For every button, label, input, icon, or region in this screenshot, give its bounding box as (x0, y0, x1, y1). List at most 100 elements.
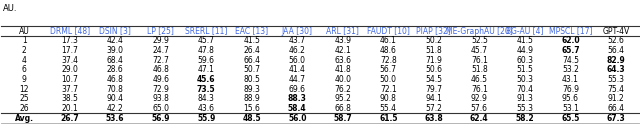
Text: 75.4: 75.4 (607, 85, 625, 94)
Text: 68.4: 68.4 (107, 56, 124, 65)
Text: 67.3: 67.3 (607, 114, 625, 123)
Text: 48.5: 48.5 (243, 114, 261, 123)
Text: ARL [31]: ARL [31] (326, 27, 359, 36)
Text: 1: 1 (22, 36, 26, 45)
Text: 53.2: 53.2 (562, 65, 579, 74)
Text: 91.3: 91.3 (516, 94, 533, 103)
Text: 45.7: 45.7 (198, 36, 214, 45)
Text: 50.7: 50.7 (243, 65, 260, 74)
Text: 79.7: 79.7 (426, 85, 442, 94)
Text: 42.1: 42.1 (334, 46, 351, 55)
Text: 15.6: 15.6 (243, 104, 260, 113)
Text: 65.5: 65.5 (561, 114, 580, 123)
Text: 6: 6 (22, 65, 27, 74)
Text: 57.6: 57.6 (471, 104, 488, 113)
Text: 71.9: 71.9 (426, 56, 442, 65)
Text: AU: AU (19, 27, 29, 36)
Text: 61.5: 61.5 (379, 114, 397, 123)
Text: JAA [30]: JAA [30] (282, 27, 313, 36)
Text: 52.5: 52.5 (471, 36, 488, 45)
Text: 72.7: 72.7 (152, 56, 169, 65)
Text: 39.0: 39.0 (107, 46, 124, 55)
Text: 28.6: 28.6 (107, 65, 124, 74)
Text: 56.0: 56.0 (289, 56, 306, 65)
Text: 55.9: 55.9 (197, 114, 216, 123)
Text: 37.7: 37.7 (61, 85, 78, 94)
Text: 45.7: 45.7 (471, 46, 488, 55)
Text: 56.9: 56.9 (152, 114, 170, 123)
Text: 38.5: 38.5 (61, 94, 78, 103)
Text: 53.1: 53.1 (562, 104, 579, 113)
Text: 92.9: 92.9 (471, 94, 488, 103)
Text: 59.6: 59.6 (198, 56, 214, 65)
Text: 95.2: 95.2 (334, 94, 351, 103)
Text: 55.3: 55.3 (607, 75, 625, 84)
Text: 93.8: 93.8 (152, 94, 169, 103)
Text: 76.9: 76.9 (562, 85, 579, 94)
Text: 47.1: 47.1 (198, 65, 214, 74)
Text: 9: 9 (22, 75, 27, 84)
Text: ME-GraphAU [20]: ME-GraphAU [20] (446, 27, 513, 36)
Text: 54.5: 54.5 (426, 75, 442, 84)
Text: 43.9: 43.9 (334, 36, 351, 45)
Text: FAUDT [10]: FAUDT [10] (367, 27, 410, 36)
Text: 82.9: 82.9 (607, 56, 625, 65)
Text: Avg.: Avg. (15, 114, 34, 123)
Text: GPT-4V: GPT-4V (602, 27, 630, 36)
Text: LP [25]: LP [25] (147, 27, 174, 36)
Text: 46.5: 46.5 (471, 75, 488, 84)
Text: 46.8: 46.8 (152, 65, 169, 74)
Text: 69.6: 69.6 (289, 85, 306, 94)
Text: 90.4: 90.4 (107, 94, 124, 103)
Text: 50.6: 50.6 (426, 65, 442, 74)
Text: 2: 2 (22, 46, 26, 55)
Text: 72.8: 72.8 (380, 56, 397, 65)
Text: 74.5: 74.5 (562, 56, 579, 65)
Text: 80.5: 80.5 (243, 75, 260, 84)
Text: 29.9: 29.9 (152, 36, 169, 45)
Text: 72.9: 72.9 (152, 85, 169, 94)
Text: 66.4: 66.4 (607, 104, 625, 113)
Text: 50.3: 50.3 (516, 75, 533, 84)
Text: 51.8: 51.8 (426, 46, 442, 55)
Text: 57.2: 57.2 (426, 104, 442, 113)
Text: 41.4: 41.4 (289, 65, 306, 74)
Text: 72.1: 72.1 (380, 85, 397, 94)
Text: DSIN [3]: DSIN [3] (99, 27, 131, 36)
Text: 58.2: 58.2 (515, 114, 534, 123)
Text: 41.5: 41.5 (243, 36, 260, 45)
Text: 56.7: 56.7 (380, 65, 397, 74)
Text: 90.8: 90.8 (380, 94, 397, 103)
Text: 50.0: 50.0 (380, 75, 397, 84)
Text: 43.6: 43.6 (198, 104, 214, 113)
Text: 94.1: 94.1 (426, 94, 442, 103)
Text: 76.2: 76.2 (334, 85, 351, 94)
Text: 58.4: 58.4 (288, 104, 307, 113)
Text: 49.6: 49.6 (152, 75, 169, 84)
Text: MPSCL [17]: MPSCL [17] (548, 27, 592, 36)
Text: 46.1: 46.1 (380, 36, 397, 45)
Text: 41.5: 41.5 (516, 36, 533, 45)
Text: 70.8: 70.8 (107, 85, 124, 94)
Text: 10.7: 10.7 (61, 75, 78, 84)
Text: 89.3: 89.3 (243, 85, 260, 94)
Text: 56.0: 56.0 (288, 114, 307, 123)
Text: 53.6: 53.6 (106, 114, 124, 123)
Text: 55.3: 55.3 (516, 104, 533, 113)
Text: 66.8: 66.8 (334, 104, 351, 113)
Text: BG-AU [4]: BG-AU [4] (506, 27, 543, 36)
Text: 51.5: 51.5 (516, 65, 533, 74)
Text: 65.0: 65.0 (152, 104, 169, 113)
Text: 44.9: 44.9 (516, 46, 533, 55)
Text: EAC [13]: EAC [13] (235, 27, 268, 36)
Text: 91.2: 91.2 (607, 94, 624, 103)
Text: 4: 4 (22, 56, 27, 65)
Text: 40.0: 40.0 (334, 75, 351, 84)
Text: 51.8: 51.8 (471, 65, 488, 74)
Text: 88.3: 88.3 (288, 94, 307, 103)
Text: 46.8: 46.8 (107, 75, 124, 84)
Text: 47.8: 47.8 (198, 46, 214, 55)
Text: 55.4: 55.4 (380, 104, 397, 113)
Text: 63.6: 63.6 (334, 56, 351, 65)
Text: 66.4: 66.4 (243, 56, 260, 65)
